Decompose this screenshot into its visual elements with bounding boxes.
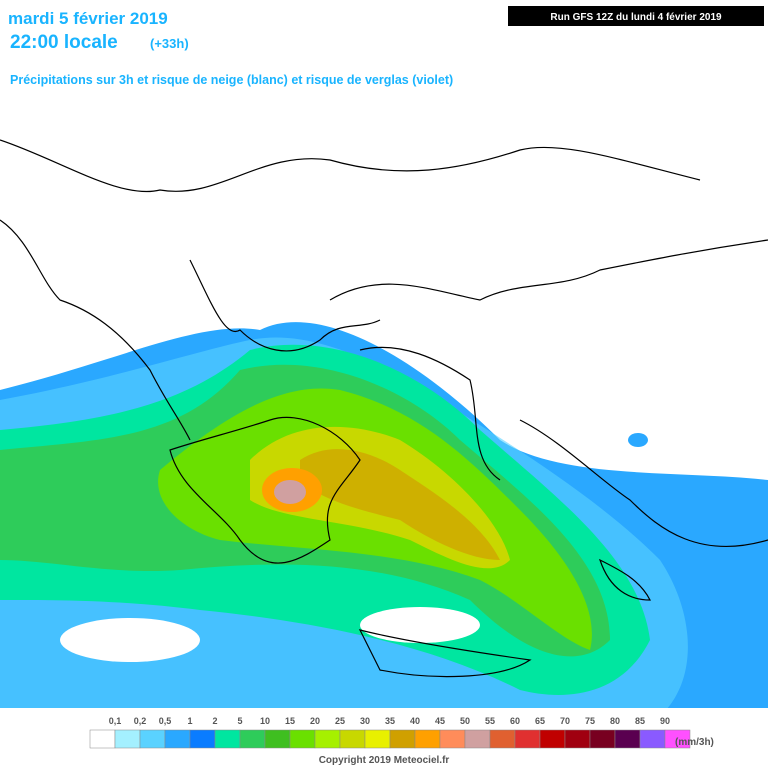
legend-swatch: [514, 729, 541, 749]
legend-swatch: [139, 729, 166, 749]
run-label: Run GFS 12Z du lundi 4 février 2019: [550, 12, 722, 23]
legend-swatch: [414, 729, 441, 749]
legend-swatch: [339, 729, 366, 749]
legend-label: 50: [460, 716, 470, 726]
lead-time: (+33h): [150, 36, 189, 51]
legend: 0,1 0,2 0,5 1 2 5 10 15 20 25 30 35 40 45 50 55 60 65 70 75…: [89, 716, 691, 749]
legend-swatch: [164, 729, 191, 749]
legend-label: 55: [485, 716, 495, 726]
legend-swatch: [89, 729, 116, 749]
legend-swatch: [189, 729, 216, 749]
legend-swatch: [614, 729, 641, 749]
legend-swatch: [214, 729, 241, 749]
legend-label: 30: [360, 716, 370, 726]
run-box: [508, 6, 764, 26]
legend-label: 20: [310, 716, 320, 726]
legend-swatch: [289, 729, 316, 749]
legend-swatch: [114, 729, 141, 749]
legend-label: 2: [212, 716, 217, 726]
legend-swatch: [564, 729, 591, 749]
legend-swatch: [364, 729, 391, 749]
legend-swatch: [489, 729, 516, 749]
legend-swatch: [464, 729, 491, 749]
legend-swatch: [639, 729, 666, 749]
legend-swatch: [539, 729, 566, 749]
copyright: Copyright 2019 Meteociel.fr: [319, 755, 450, 766]
legend-label: 90: [660, 716, 670, 726]
legend-label: 1: [187, 716, 192, 726]
legend-label: 15: [285, 716, 295, 726]
legend-label: 5: [237, 716, 242, 726]
legend-swatch: [589, 729, 616, 749]
legend-swatch: [439, 729, 466, 749]
legend-label: 45: [435, 716, 445, 726]
legend-label: 40: [410, 716, 420, 726]
legend-swatch: [314, 729, 341, 749]
legend-label: 0,1: [109, 716, 122, 726]
legend-label: 0,2: [134, 716, 147, 726]
date: mardi 5 février 2019: [8, 9, 168, 28]
legend-label: 0,5: [159, 716, 172, 726]
coastlines: [0, 139, 768, 678]
legend-unit: (mm/3h): [675, 737, 714, 748]
subtitle: Précipitations sur 3h et risque de neige…: [10, 73, 453, 87]
legend-label: 35: [385, 716, 395, 726]
legend-label: 75: [585, 716, 595, 726]
legend-label: 70: [560, 716, 570, 726]
legend-label: 25: [335, 716, 345, 726]
legend-swatch: [664, 729, 691, 749]
legend-label: 85: [635, 716, 645, 726]
legend-label: 65: [535, 716, 545, 726]
legend-label: 10: [260, 716, 270, 726]
time: 22:00 locale: [10, 32, 118, 53]
legend-swatch: [264, 729, 291, 749]
precipitation-field: [0, 322, 768, 768]
legend-label: 80: [610, 716, 620, 726]
legend-swatch: [389, 729, 416, 749]
legend-label: 60: [510, 716, 520, 726]
legend-swatch: [239, 729, 266, 749]
